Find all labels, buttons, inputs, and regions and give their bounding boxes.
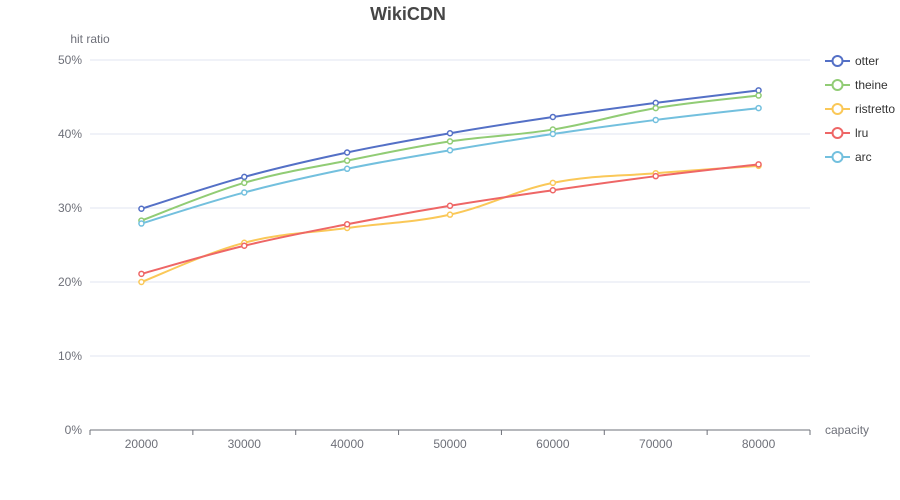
y-tick-label: 40% — [58, 127, 82, 141]
y-tick-label: 20% — [58, 275, 82, 289]
x-tick-label: 70000 — [639, 437, 673, 451]
data-point-arc[interactable] — [343, 165, 351, 173]
series-ristretto — [138, 162, 762, 286]
data-point-lru[interactable] — [652, 172, 659, 180]
legend-label: lru — [855, 126, 868, 140]
data-point-otter[interactable] — [652, 99, 659, 107]
y-axis-label: hit ratio — [70, 32, 110, 46]
series-arc — [138, 104, 762, 227]
data-point-arc[interactable] — [446, 147, 454, 154]
x-tick-label: 40000 — [330, 437, 364, 451]
data-point-lru[interactable] — [343, 221, 351, 228]
data-point-otter[interactable] — [755, 87, 762, 94]
x-tick-label: 80000 — [742, 437, 776, 451]
data-point-arc[interactable] — [549, 130, 557, 138]
data-point-otter[interactable] — [241, 173, 248, 181]
x-axis-label: capacity — [825, 423, 869, 437]
chart-title: WikiCDN — [370, 4, 446, 24]
legend-item-theine[interactable]: theine — [825, 78, 888, 92]
data-point-ristretto[interactable] — [446, 211, 454, 218]
data-point-theine[interactable] — [755, 92, 762, 99]
data-point-ristretto[interactable] — [138, 278, 145, 286]
x-axis: 20000 30000 40000 50000 60000 70000 80000 — [89, 429, 811, 451]
x-tick-label: 20000 — [125, 437, 159, 451]
legend-item-lru[interactable]: lru — [825, 126, 868, 140]
x-tick-label: 60000 — [536, 437, 570, 451]
legend-marker-icon — [831, 79, 844, 91]
y-tick-label: 0% — [65, 423, 83, 437]
data-point-otter[interactable] — [343, 149, 351, 156]
series-lru — [138, 161, 762, 278]
legend-item-arc[interactable]: arc — [825, 150, 872, 164]
data-point-theine[interactable] — [343, 157, 351, 164]
y-tick-label: 30% — [58, 201, 82, 215]
data-point-otter[interactable] — [549, 113, 557, 121]
data-point-lru[interactable] — [241, 242, 248, 249]
legend-item-ristretto[interactable]: ristretto — [825, 102, 895, 116]
data-point-lru[interactable] — [755, 161, 762, 168]
legend-marker-icon — [831, 103, 844, 115]
legend-item-otter[interactable]: otter — [825, 54, 879, 68]
legend-marker-icon — [831, 55, 844, 67]
grid-lines: 0% 10% 20% 30% 40% 50% — [58, 53, 810, 437]
x-tick-label: 30000 — [228, 437, 262, 451]
x-tick-label: 50000 — [433, 437, 467, 451]
series-line-theine — [141, 94, 759, 222]
data-point-arc[interactable] — [241, 189, 248, 196]
data-point-arc[interactable] — [755, 104, 762, 112]
data-point-lru[interactable] — [549, 186, 557, 194]
legend-marker-icon — [831, 151, 844, 163]
data-point-otter[interactable] — [446, 130, 454, 137]
data-point-lru[interactable] — [138, 270, 145, 278]
data-point-theine[interactable] — [652, 104, 659, 112]
data-point-arc[interactable] — [138, 220, 145, 227]
data-point-theine[interactable] — [446, 138, 454, 145]
data-point-ristretto[interactable] — [549, 179, 557, 187]
series-theine — [138, 92, 762, 224]
data-point-otter[interactable] — [138, 205, 145, 212]
series-otter — [138, 87, 762, 212]
series-lines — [138, 87, 762, 286]
data-point-arc[interactable] — [652, 116, 659, 124]
legend-label: otter — [855, 54, 879, 68]
legend-label: ristretto — [855, 102, 895, 116]
y-tick-label: 50% — [58, 53, 82, 67]
data-point-theine[interactable] — [241, 179, 248, 187]
y-tick-label: 10% — [58, 349, 82, 363]
legend-marker-icon — [831, 127, 844, 139]
legend-label: arc — [855, 150, 872, 164]
data-point-lru[interactable] — [446, 202, 454, 210]
series-line-ristretto — [141, 164, 759, 283]
legend-label: theine — [855, 78, 888, 92]
legend[interactable]: otter theine ristretto lru arc — [825, 54, 895, 164]
